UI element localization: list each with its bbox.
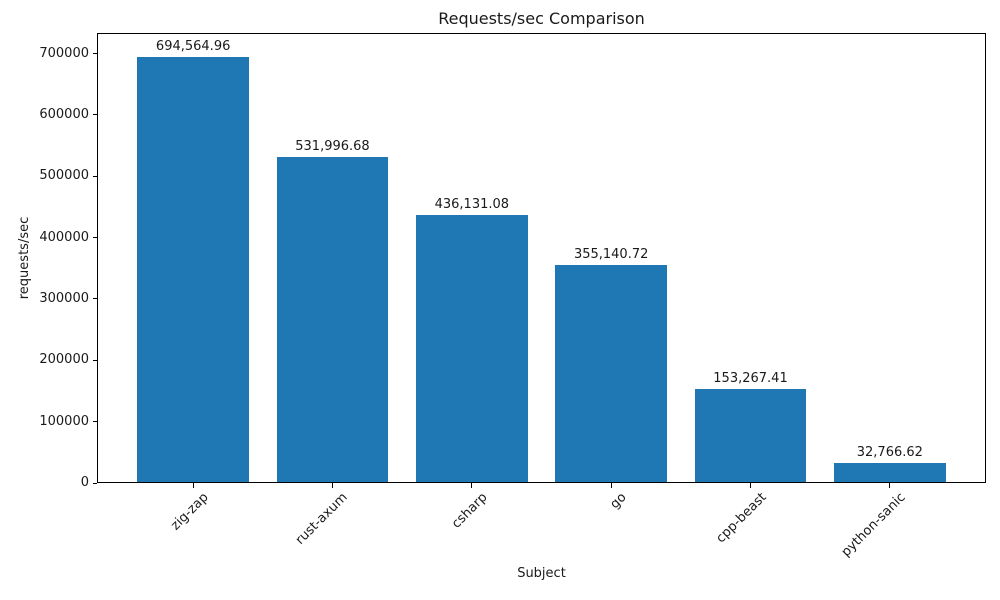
x-tick-mark bbox=[610, 483, 612, 488]
y-tick-mark bbox=[93, 421, 97, 423]
bar-value-label: 694,564.96 bbox=[155, 38, 231, 54]
y-tick-label: 100000 bbox=[39, 413, 89, 429]
x-tick-mark bbox=[331, 483, 333, 488]
y-tick-mark bbox=[93, 359, 97, 361]
y-tick-label: 0 bbox=[80, 475, 89, 490]
x-tick-mark bbox=[889, 483, 891, 488]
y-tick-label: 700000 bbox=[39, 45, 89, 61]
bar bbox=[555, 265, 667, 482]
bar bbox=[694, 388, 807, 482]
y-tick-mark bbox=[93, 53, 97, 55]
y-tick-label: 500000 bbox=[39, 168, 89, 184]
y-tick-mark bbox=[93, 482, 97, 484]
y-tick-mark bbox=[93, 114, 97, 116]
bar bbox=[834, 462, 946, 482]
y-tick-label: 200000 bbox=[39, 352, 89, 368]
bar-value-label: 355,140.72 bbox=[573, 247, 649, 263]
x-axis-label: Subject bbox=[517, 566, 566, 581]
bar-value-label: 32,766.62 bbox=[856, 444, 923, 460]
bar bbox=[416, 215, 528, 482]
y-tick-label: 300000 bbox=[39, 290, 89, 306]
y-tick-mark bbox=[93, 298, 97, 300]
bar-value-label: 531,996.68 bbox=[295, 138, 370, 154]
bar-value-label: 436,131.08 bbox=[434, 197, 510, 213]
bar bbox=[137, 56, 249, 482]
y-tick-label: 400000 bbox=[39, 229, 89, 245]
bar bbox=[276, 156, 389, 482]
x-tick-mark bbox=[471, 483, 473, 488]
y-tick-label: 600000 bbox=[39, 106, 89, 122]
x-tick-mark bbox=[192, 483, 194, 488]
bar-value-label: 153,267.41 bbox=[713, 370, 788, 386]
y-tick-mark bbox=[93, 175, 97, 177]
chart-title: Requests/sec Comparison bbox=[438, 9, 645, 28]
y-tick-mark bbox=[93, 237, 97, 239]
y-axis-label: requests/sec bbox=[17, 216, 32, 300]
x-tick-mark bbox=[750, 483, 751, 488]
